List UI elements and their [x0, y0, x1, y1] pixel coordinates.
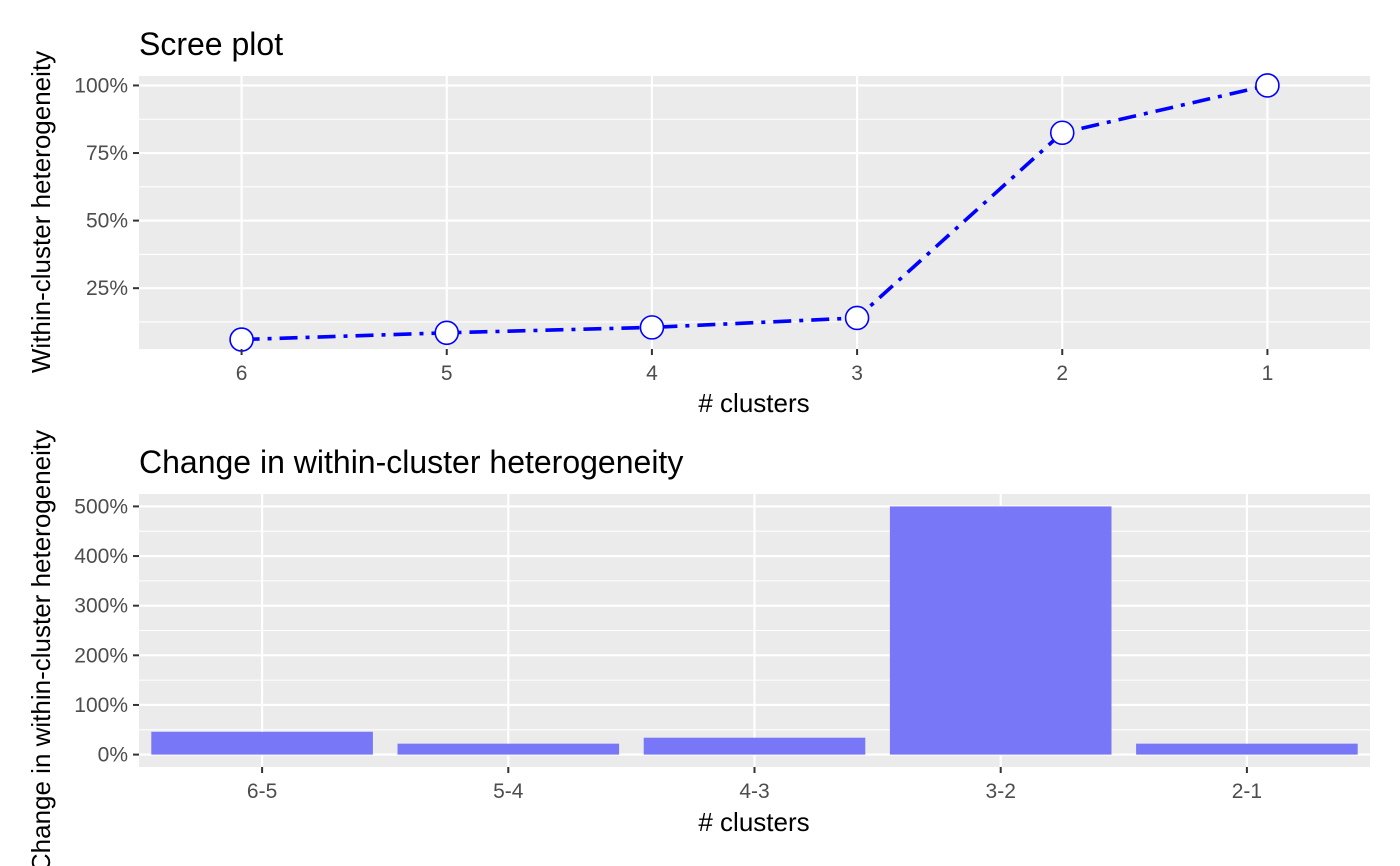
x-tick-label: 5: [441, 362, 453, 385]
data-point: [229, 327, 254, 352]
bar: [643, 737, 866, 755]
y-tick-label: 500%: [74, 495, 128, 518]
y-tick-label: 100%: [74, 694, 128, 717]
scree-plot: Scree plot 25% 50% 75% 100% 6 5 4 3 2 1 # cluster…: [26, 26, 1370, 418]
scree-plot-grid: [139, 76, 1370, 349]
x-tick-label: 1: [1262, 362, 1274, 385]
y-tick-label: 400%: [74, 545, 128, 568]
x-tick-label: 3: [851, 362, 863, 385]
change-bar-chart: Change in within-cluster heterogeneity 0…: [26, 430, 1370, 866]
change-chart-y-axis-title: Change in within-cluster heterogeneity: [26, 430, 56, 866]
bar: [397, 743, 620, 755]
scree-plot-y-axis-title: Within-cluster heterogeneity: [26, 51, 56, 373]
bar: [889, 506, 1112, 755]
y-tick-label: 0%: [98, 744, 128, 767]
change-chart-x-axis-title: # clusters: [698, 807, 809, 837]
x-tick-label: 6: [236, 362, 248, 385]
data-point: [1049, 120, 1075, 146]
scree-plot-ticks: 25% 50% 75% 100% 6 5 4 3 2 1: [74, 74, 1273, 385]
bar: [1136, 743, 1358, 755]
x-tick-label: 4-3: [739, 780, 769, 803]
y-tick-label: 100%: [74, 74, 128, 97]
scree-plot-marks: [229, 73, 1280, 352]
x-tick-label: 5-4: [493, 780, 524, 803]
y-tick-label: 50%: [86, 210, 128, 233]
x-tick-label: 3-2: [986, 780, 1016, 803]
scree-plot-title: Scree plot: [139, 26, 283, 62]
data-point: [844, 305, 870, 331]
x-tick-label: 6-5: [247, 780, 277, 803]
change-chart-marks: [151, 506, 1358, 755]
scree-plot-panel: [139, 76, 1370, 349]
series-line: [241, 83, 1268, 342]
data-point: [1255, 73, 1280, 98]
scree-plot-x-axis-title: # clusters: [698, 388, 809, 418]
y-tick-label: 25%: [86, 277, 128, 300]
data-point: [434, 320, 460, 346]
data-point: [639, 315, 665, 340]
x-tick-label: 4: [646, 362, 658, 385]
y-tick-label: 200%: [74, 644, 128, 667]
x-tick-label: 2-1: [1232, 780, 1262, 803]
y-tick-label: 300%: [74, 595, 128, 618]
x-tick-label: 2: [1056, 362, 1068, 385]
y-tick-label: 75%: [86, 142, 128, 165]
bar: [151, 731, 373, 755]
change-chart-ticks: 0% 100% 200% 300% 400% 500% 6-5 5-4 4-3 3-2 2-1: [74, 495, 1262, 803]
change-chart-title: Change in within-cluster heterogeneity: [139, 444, 683, 480]
